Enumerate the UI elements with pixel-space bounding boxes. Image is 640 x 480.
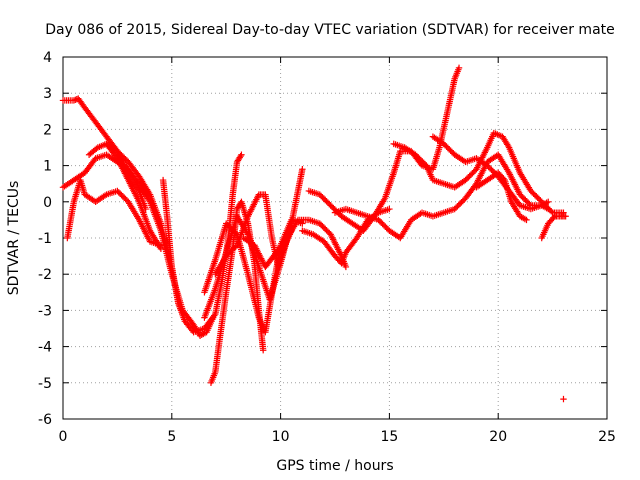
x-tick-label: 5 [167,429,176,445]
x-tick-label: 0 [59,429,68,445]
data-point [142,205,149,213]
chart-title: Day 086 of 2015, Sidereal Day-to-day VTE… [45,22,615,38]
series-track-j [240,216,350,271]
data-point [500,175,507,182]
series-track-q [538,213,569,242]
y-tick-label: -5 [38,376,52,392]
axis-ticks [62,56,608,420]
gridlines [63,57,607,419]
data-point [299,166,306,173]
data-point [548,208,555,215]
data-point [523,216,530,224]
data-point [179,310,186,318]
y-tick-label: -3 [38,303,52,319]
data-point [237,152,244,160]
data-point [259,347,267,354]
x-axis-label: GPS time / hours [276,458,393,474]
series-track-l [305,64,463,234]
data-point [545,198,552,205]
plot-frame [62,56,608,420]
y-tick-label: 4 [43,50,52,66]
x-tick-labels: 0 5 10 15 20 25 [59,429,616,445]
data-point [560,209,567,216]
series-track-d [64,176,165,249]
y-tick-label: 3 [43,86,52,102]
data-point [157,242,165,249]
x-tick-label: 15 [380,429,398,445]
y-tick-label: 0 [43,195,52,211]
data-point [342,263,350,271]
y-tick-label: -1 [38,231,52,247]
y-tick-label: 1 [43,159,52,175]
y-tick-label: -4 [38,340,52,356]
data-point [386,205,393,213]
series-track-e [159,176,186,318]
x-tick-label: 25 [598,429,616,445]
x-tick-label: 10 [272,429,290,445]
data-point [299,220,306,227]
y-axis-label: SDTVAR / TECUs [6,181,22,296]
data-points [59,64,569,403]
series-isolated [560,395,567,403]
series-track-n [390,129,567,216]
data-point [562,213,569,220]
data-point [455,64,463,72]
data-point [550,214,557,221]
y-tick-label: -6 [38,412,52,428]
y-tick-label: -2 [38,267,52,283]
series-track-p [473,169,530,224]
data-point [560,395,567,403]
y-tick-labels: -6 -5 -4 -3 -2 -1 0 1 2 3 4 [38,50,52,428]
series-track-r [103,140,149,213]
data-point [238,151,245,158]
x-tick-label: 20 [489,429,507,445]
data-point [209,314,217,321]
data-point [70,97,78,104]
y-tick-label: 2 [43,122,52,138]
